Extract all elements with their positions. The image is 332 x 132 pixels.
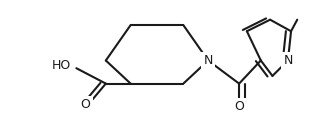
Text: HO: HO <box>52 59 71 72</box>
Text: N: N <box>283 54 292 67</box>
Text: O: O <box>234 100 244 113</box>
Text: N: N <box>204 54 213 67</box>
Text: O: O <box>81 98 91 111</box>
